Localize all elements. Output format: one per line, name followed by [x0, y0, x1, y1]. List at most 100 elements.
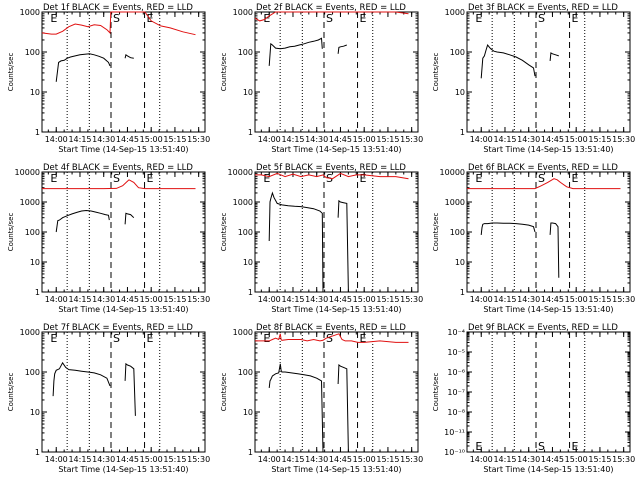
marker-label: E	[475, 12, 482, 25]
panel-title: Det 6f BLACK = Events, RED = LLD	[468, 163, 618, 173]
y-tick-label: 10	[243, 408, 253, 417]
y-tick-label: 1	[35, 288, 40, 297]
x-tick-label: 14:45	[541, 455, 564, 464]
x-tick-label: 15:30	[400, 455, 423, 464]
x-tick-label: 14:45	[329, 135, 352, 144]
marker-label: E	[263, 12, 270, 25]
y-tick-label: 100	[238, 368, 253, 377]
marker-label: S	[538, 12, 545, 25]
x-axis-label: Start Time (14-Sep-15 13:51:40)	[483, 145, 613, 154]
x-tick-label: 15:00	[353, 455, 376, 464]
y-tick-label: 1	[248, 448, 253, 457]
x-axis-label: Start Time (14-Sep-15 13:51:40)	[58, 465, 188, 474]
y-tick-label: 10	[243, 88, 253, 97]
panel-title: Det 8f BLACK = Events, RED = LLD	[256, 323, 406, 333]
y-tick-label: 10⁻⁶	[447, 368, 465, 377]
x-tick-label: 14:00	[470, 135, 493, 144]
x-tick-label: 14:00	[45, 455, 68, 464]
x-tick-label: 15:15	[376, 455, 399, 464]
x-axis-label: Start Time (14-Sep-15 13:51:40)	[271, 145, 401, 154]
x-tick-label: 14:00	[258, 295, 281, 304]
x-tick-label: 15:00	[565, 455, 588, 464]
marker-label: S	[538, 440, 545, 453]
y-tick-label: 1000	[445, 8, 465, 17]
x-tick-label: 14:00	[470, 295, 493, 304]
x-tick-label: 15:15	[163, 135, 186, 144]
panel-title: Det 2f BLACK = Events, RED = LLD	[256, 3, 406, 13]
x-tick-label: 14:30	[305, 455, 328, 464]
x-tick-label: 14:45	[541, 295, 564, 304]
y-tick-label: 1	[460, 128, 465, 137]
marker-label: S	[113, 332, 120, 345]
events-series-line	[480, 222, 536, 235]
x-tick-label: 14:15	[493, 455, 516, 464]
y-axis-label: Counts/sec	[220, 373, 228, 412]
x-tick-label: 14:45	[116, 295, 139, 304]
marker-label: E	[475, 172, 482, 185]
y-tick-label: 10	[30, 408, 40, 417]
x-tick-label: 14:45	[116, 455, 139, 464]
x-axis-label: Start Time (14-Sep-15 13:51:40)	[58, 305, 188, 314]
marker-label: E	[360, 172, 367, 185]
plot-frame	[254, 171, 419, 293]
y-axis-label: Counts/sec	[432, 213, 440, 252]
events-series-line	[337, 364, 349, 453]
x-tick-label: 15:00	[140, 455, 163, 464]
panel-9: Det 9f BLACK = Events, RED = LLD E S E 14:00…	[432, 323, 635, 474]
plot-frame	[41, 171, 206, 293]
marker-label: S	[113, 12, 120, 25]
x-tick-label: 15:15	[376, 135, 399, 144]
y-axis-label: Counts/sec	[7, 373, 15, 412]
events-series-line	[337, 44, 347, 54]
x-axis-label: Start Time (14-Sep-15 13:51:40)	[271, 305, 401, 314]
x-tick-label: 15:00	[353, 295, 376, 304]
x-tick-label: 15:15	[588, 295, 611, 304]
x-tick-label: 14:30	[305, 135, 328, 144]
x-tick-label: 14:45	[329, 455, 352, 464]
panel-title: Det 4f BLACK = Events, RED = LLD	[43, 163, 193, 173]
y-tick-label: 1000	[20, 328, 40, 337]
y-tick-label: 10000	[15, 168, 40, 177]
lld-series-line	[255, 172, 409, 180]
marker-label: E	[572, 440, 579, 453]
y-tick-label: 100	[25, 368, 40, 377]
marker-label: E	[263, 172, 270, 185]
y-tick-label: 1	[35, 448, 40, 457]
y-tick-label: 10⁻⁴	[447, 328, 465, 337]
events-series-line	[268, 363, 324, 453]
plot-frame	[41, 331, 206, 453]
events-series-line	[124, 362, 136, 416]
plot-frame	[466, 171, 631, 293]
x-tick-label: 14:15	[68, 135, 91, 144]
plot-frame	[466, 11, 631, 133]
y-tick-label: 100	[25, 48, 40, 57]
y-tick-label: 1	[248, 288, 253, 297]
x-tick-label: 14:00	[258, 135, 281, 144]
x-tick-label: 14:45	[541, 135, 564, 144]
x-tick-label: 15:30	[187, 135, 210, 144]
x-tick-label: 14:30	[305, 295, 328, 304]
events-series-line	[480, 43, 536, 79]
marker-label: S	[326, 332, 333, 345]
marker-label: E	[572, 12, 579, 25]
y-tick-label: 1000	[233, 8, 253, 17]
events-series-line	[55, 53, 111, 82]
lld-series-line	[254, 11, 409, 22]
marker-label: E	[50, 332, 57, 345]
x-tick-label: 15:00	[565, 295, 588, 304]
x-tick-label: 15:00	[565, 135, 588, 144]
x-tick-label: 14:15	[281, 135, 304, 144]
x-tick-label: 14:45	[116, 135, 139, 144]
panel-title: Det 5f BLACK = Events, RED = LLD	[256, 163, 406, 173]
y-axis-label: Counts/sec	[220, 53, 228, 92]
events-series-line	[337, 199, 349, 293]
x-tick-label: 15:15	[588, 455, 611, 464]
y-tick-label: 1000	[20, 198, 40, 207]
y-tick-label: 10⁻¹⁰	[444, 448, 465, 457]
x-tick-label: 14:00	[470, 455, 493, 464]
x-tick-label: 15:30	[612, 135, 635, 144]
events-series-line	[124, 212, 135, 225]
